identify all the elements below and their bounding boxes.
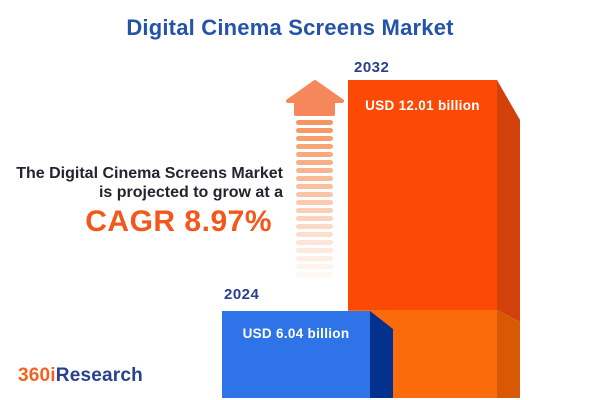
bar-2024-front — [222, 311, 370, 398]
arrow-stripe — [296, 200, 333, 205]
bar-value-2024: USD 6.04 billion — [242, 326, 350, 341]
arrow-stripe — [296, 256, 333, 261]
arrow-stripe — [296, 224, 333, 229]
bar-2032-lower-side — [497, 310, 520, 398]
bar-2024-side — [370, 311, 393, 398]
growth-annotation: The Digital Cinema Screens Market is pro… — [16, 164, 283, 239]
logo-360iresearch: 360iResearch — [18, 365, 143, 387]
annotation-line-1: The Digital Cinema Screens Market — [16, 165, 283, 182]
arrow-stripe — [296, 272, 333, 277]
arrow-stripe — [296, 264, 333, 269]
bar-2032-side — [497, 80, 520, 322]
cagr-value: CAGR 8.97% — [85, 205, 272, 238]
arrow-stripe — [296, 208, 333, 213]
arrow-stripe — [296, 168, 333, 173]
logo-part-orange: 360i — [18, 365, 56, 386]
arrow-stripe — [296, 192, 333, 197]
year-label-2024: 2024 — [224, 286, 260, 303]
growth-arrow-stripes — [296, 120, 333, 277]
arrow-stripe — [296, 216, 333, 221]
arrow-stripe — [296, 160, 333, 165]
arrow-stripe — [296, 248, 333, 253]
chart-title: Digital Cinema Screens Market — [126, 15, 454, 40]
arrow-stripe — [296, 152, 333, 157]
arrow-stripe — [296, 176, 333, 181]
arrow-stripe — [296, 232, 333, 237]
arrow-stripe — [296, 120, 333, 125]
arrow-stripe — [296, 144, 333, 149]
growth-arrow-head-icon — [286, 80, 344, 116]
bar-2032-front — [348, 80, 497, 310]
arrow-stripe — [296, 128, 333, 133]
arrow-stripe — [296, 136, 333, 141]
logo-part-blue: Research — [55, 365, 143, 386]
annotation-line-2: is projected to grow at a — [98, 184, 283, 201]
bar-value-2032: USD 12.01 billion — [365, 98, 480, 113]
arrow-stripe — [296, 184, 333, 189]
year-label-2032: 2032 — [354, 59, 390, 76]
arrow-stripe — [296, 240, 333, 245]
